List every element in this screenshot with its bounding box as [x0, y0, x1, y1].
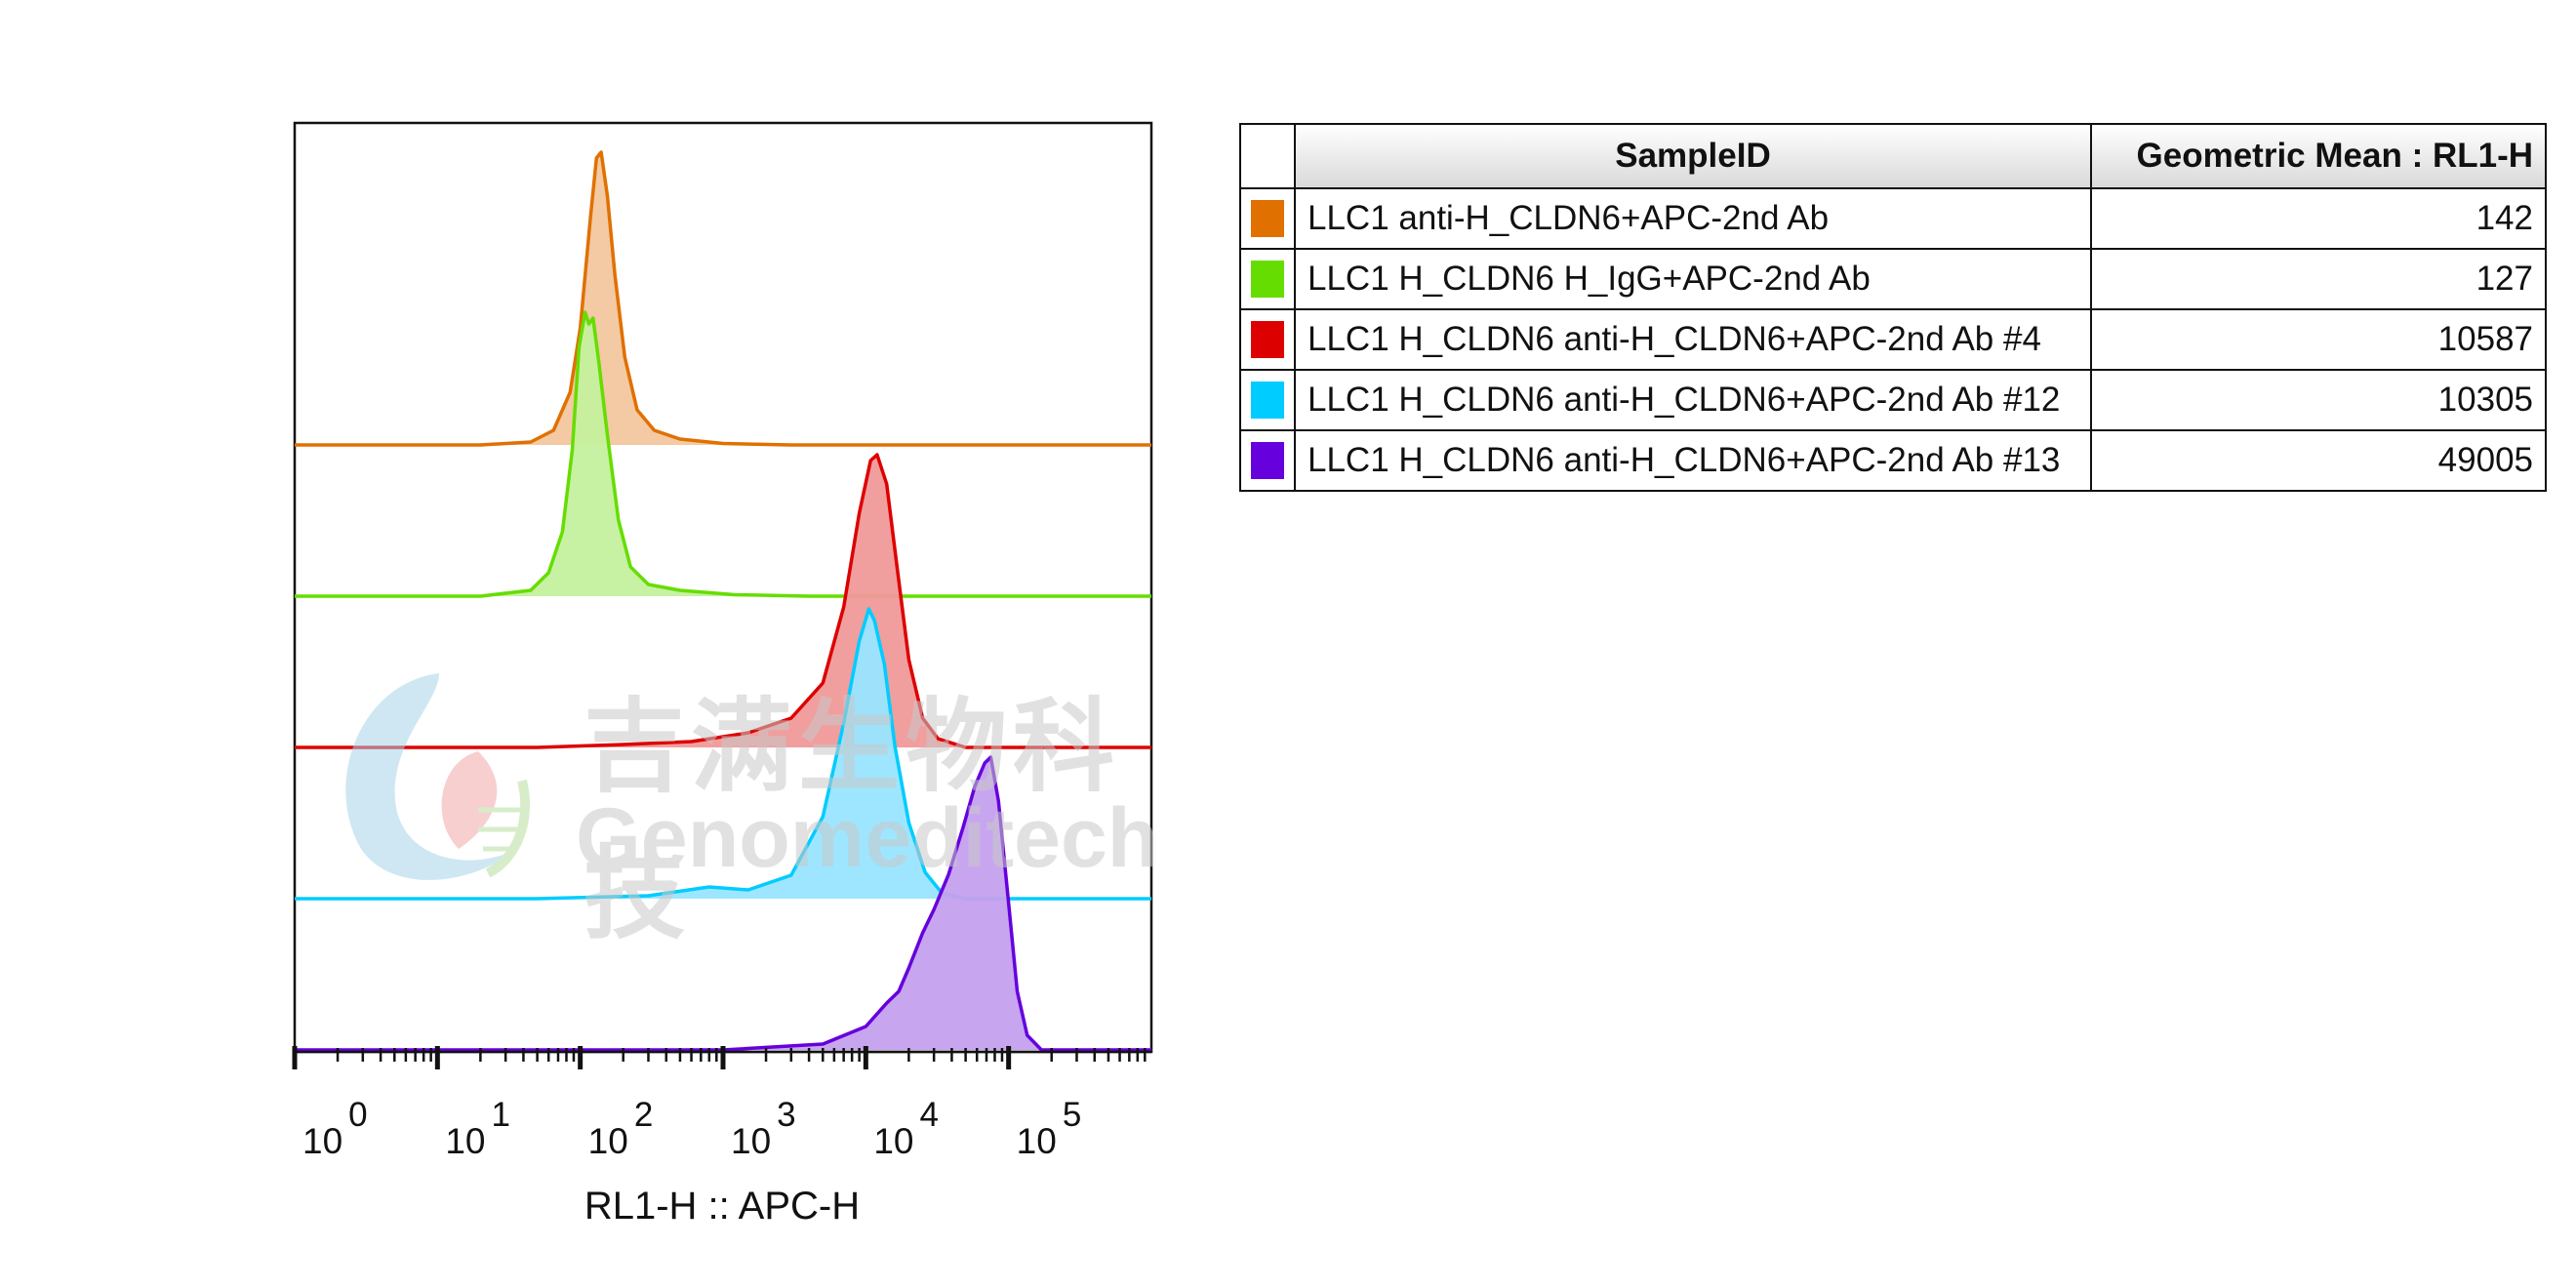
legend-header-swatch [1239, 123, 1296, 189]
series-line-5 [295, 755, 1151, 1052]
legend-row: LLC1 H_CLDN6 anti-H_CLDN6+APC-2nd Ab #12… [1239, 369, 2547, 431]
legend-swatch-cell [1239, 187, 1296, 250]
legend-swatch [1251, 261, 1284, 298]
legend-header-row: SampleID Geometric Mean : RL1-H [1239, 123, 2547, 189]
legend-swatch-cell [1239, 248, 1296, 310]
legend-geomean-value: 10587 [2090, 308, 2547, 371]
legend-swatch [1251, 382, 1284, 419]
x-tick-label-0: 100 [302, 1096, 368, 1161]
series-line-3 [295, 453, 1151, 749]
x-tick-label-1: 101 [445, 1096, 510, 1161]
series-fill-5 [295, 757, 1151, 1050]
legend-geomean-value: 49005 [2090, 429, 2547, 492]
plot-frame [293, 121, 1153, 1054]
legend-swatch-cell [1239, 429, 1296, 492]
histogram-overlay-plot: 100 101 102 103 104 105 [292, 121, 1153, 1161]
legend-sample-id: LLC1 H_CLDN6 anti-H_CLDN6+APC-2nd Ab #12 [1294, 369, 2092, 431]
legend-header-geomean: Geometric Mean : RL1-H [2090, 123, 2547, 189]
legend-swatch [1251, 200, 1284, 237]
legend-sample-id: LLC1 H_CLDN6 H_IgG+APC-2nd Ab [1294, 248, 2092, 310]
legend-sample-id: LLC1 H_CLDN6 anti-H_CLDN6+APC-2nd Ab #13 [1294, 429, 2092, 492]
legend-sample-id: LLC1 anti-H_CLDN6+APC-2nd Ab [1294, 187, 2092, 250]
x-tick-label-3: 103 [731, 1096, 796, 1161]
legend-swatch-cell [1239, 308, 1296, 371]
x-axis-label: RL1-H :: APC-H [584, 1185, 861, 1228]
legend-geomean-value: 10305 [2090, 369, 2547, 431]
legend-swatch [1251, 442, 1284, 479]
legend-row: LLC1 anti-H_CLDN6+APC-2nd Ab 142 [1239, 187, 2547, 250]
legend-table: SampleID Geometric Mean : RL1-H LLC1 ant… [1239, 123, 2547, 492]
series-line-1 [295, 150, 1151, 447]
legend-row: LLC1 H_CLDN6 H_IgG+APC-2nd Ab 127 [1239, 248, 2547, 310]
legend-sample-id: LLC1 H_CLDN6 anti-H_CLDN6+APC-2nd Ab #4 [1294, 308, 2092, 371]
legend-row: LLC1 H_CLDN6 anti-H_CLDN6+APC-2nd Ab #13… [1239, 429, 2547, 492]
legend-header-sampleid: SampleID [1294, 123, 2092, 189]
legend-swatch-cell [1239, 369, 1296, 431]
legend-geomean-value: 142 [2090, 187, 2547, 250]
legend-body: LLC1 anti-H_CLDN6+APC-2nd Ab 142 LLC1 H_CL… [1239, 187, 2547, 492]
legend-geomean-value: 127 [2090, 248, 2547, 310]
x-tick-label-5: 105 [1017, 1096, 1082, 1161]
x-tick-label-4: 104 [873, 1096, 939, 1161]
series-line-2 [295, 310, 1151, 598]
x-tick-label-2: 102 [588, 1096, 654, 1161]
legend-row: LLC1 H_CLDN6 anti-H_CLDN6+APC-2nd Ab #4 1… [1239, 308, 2547, 371]
legend-swatch [1251, 321, 1284, 358]
series-line-4 [295, 607, 1151, 901]
